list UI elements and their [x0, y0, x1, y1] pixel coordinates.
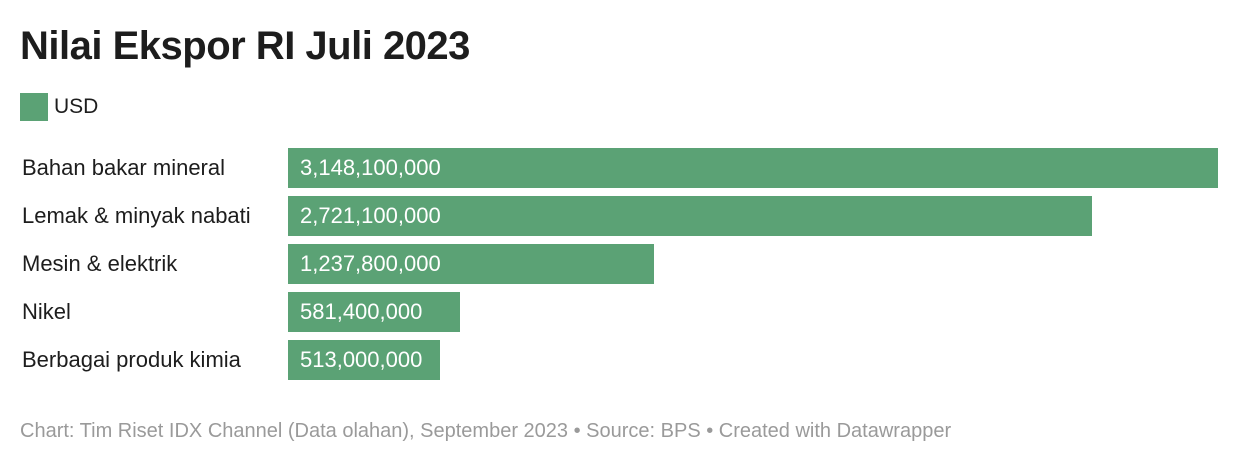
bar-value-label: 581,400,000: [300, 299, 423, 324]
chart-footer: Chart: Tim Riset IDX Channel (Data olaha…: [20, 420, 952, 442]
bar-value-label: 3,148,100,000: [300, 155, 441, 180]
category-label: Berbagai produk kimia: [22, 347, 241, 372]
legend-swatch: [20, 93, 48, 121]
bar: [288, 340, 440, 380]
bar: [288, 148, 1218, 188]
bar-value-label: 513,000,000: [300, 347, 423, 372]
legend: USD: [20, 93, 98, 121]
bar-value-label: 1,237,800,000: [300, 251, 441, 276]
chart-title: Nilai Ekspor RI Juli 2023: [20, 24, 470, 68]
category-label: Lemak & minyak nabati: [22, 203, 251, 228]
category-label: Nikel: [22, 299, 71, 324]
legend-label: USD: [54, 95, 99, 118]
category-label: Bahan bakar mineral: [22, 155, 226, 180]
bar: [288, 196, 1092, 236]
bar: [288, 244, 654, 284]
bar: [288, 292, 460, 332]
category-label: Mesin & elektrik: [22, 251, 178, 276]
bar-value-label: 2,721,100,000: [300, 203, 441, 228]
